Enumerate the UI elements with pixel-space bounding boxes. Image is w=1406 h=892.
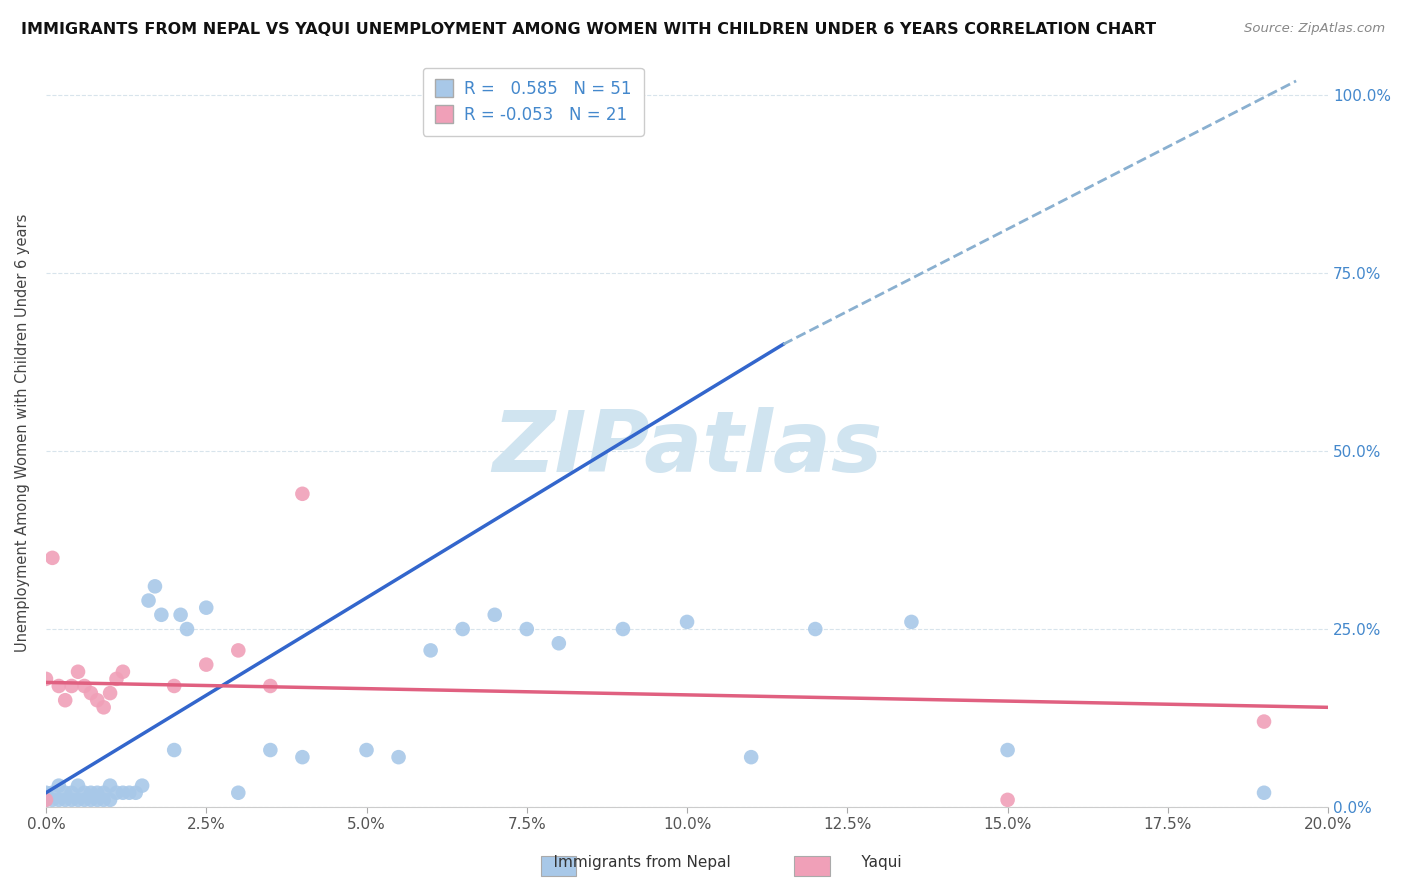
Point: [41, 786, 63, 800]
Point: [676, 615, 699, 629]
Point: [547, 636, 569, 650]
Point: [484, 607, 506, 622]
Point: [60, 679, 83, 693]
Point: [516, 622, 538, 636]
Point: [356, 743, 378, 757]
Point: [80, 793, 103, 807]
Point: [35, 786, 58, 800]
Point: [195, 600, 218, 615]
Point: [60, 786, 83, 800]
Point: [176, 622, 198, 636]
Point: [195, 657, 218, 672]
Point: [98, 686, 121, 700]
Point: [35, 793, 58, 807]
Point: [259, 743, 281, 757]
Point: [93, 786, 115, 800]
Point: [387, 750, 409, 764]
Point: [53, 693, 76, 707]
Point: [131, 779, 153, 793]
Point: [86, 786, 108, 800]
Point: [35, 793, 58, 807]
Point: [163, 743, 186, 757]
Point: [73, 786, 96, 800]
Point: [105, 672, 128, 686]
Point: [419, 643, 441, 657]
Point: [41, 793, 63, 807]
Point: [86, 693, 108, 707]
Point: [93, 793, 115, 807]
Point: [226, 786, 249, 800]
Point: [291, 750, 314, 764]
Point: [612, 622, 634, 636]
Text: IMMIGRANTS FROM NEPAL VS YAQUI UNEMPLOYMENT AMONG WOMEN WITH CHILDREN UNDER 6 YE: IMMIGRANTS FROM NEPAL VS YAQUI UNEMPLOYM…: [21, 22, 1156, 37]
Point: [53, 786, 76, 800]
FancyBboxPatch shape: [541, 856, 576, 876]
Point: [48, 793, 70, 807]
Point: [997, 743, 1019, 757]
Point: [143, 579, 166, 593]
Point: [259, 679, 281, 693]
Point: [169, 607, 191, 622]
Legend: R =   0.585   N = 51, R = -0.053   N = 21: R = 0.585 N = 51, R = -0.053 N = 21: [423, 68, 644, 136]
Point: [48, 679, 70, 693]
Point: [111, 786, 134, 800]
Point: [125, 786, 148, 800]
Point: [73, 679, 96, 693]
Point: [48, 779, 70, 793]
Text: Yaqui: Yaqui: [842, 855, 901, 870]
Point: [66, 779, 89, 793]
Point: [163, 679, 186, 693]
Point: [98, 793, 121, 807]
Point: [740, 750, 762, 764]
Point: [291, 487, 314, 501]
Point: [105, 786, 128, 800]
Point: [35, 672, 58, 686]
Point: [226, 643, 249, 657]
Point: [150, 607, 173, 622]
Text: ZIPatlas: ZIPatlas: [492, 407, 882, 490]
Point: [73, 793, 96, 807]
Point: [60, 793, 83, 807]
Point: [93, 700, 115, 714]
Y-axis label: Unemployment Among Women with Children Under 6 years: Unemployment Among Women with Children U…: [15, 214, 30, 652]
Point: [451, 622, 474, 636]
Point: [66, 793, 89, 807]
Point: [138, 593, 160, 607]
Point: [80, 686, 103, 700]
Point: [41, 550, 63, 565]
FancyBboxPatch shape: [794, 856, 830, 876]
Text: Source: ZipAtlas.com: Source: ZipAtlas.com: [1244, 22, 1385, 36]
Point: [997, 793, 1019, 807]
Point: [900, 615, 922, 629]
Point: [80, 786, 103, 800]
Point: [98, 779, 121, 793]
Point: [1253, 714, 1275, 729]
Text: Immigrants from Nepal: Immigrants from Nepal: [534, 855, 731, 870]
Point: [66, 665, 89, 679]
Point: [118, 786, 141, 800]
Point: [111, 665, 134, 679]
Point: [86, 793, 108, 807]
Point: [53, 793, 76, 807]
Point: [804, 622, 827, 636]
Point: [1253, 786, 1275, 800]
